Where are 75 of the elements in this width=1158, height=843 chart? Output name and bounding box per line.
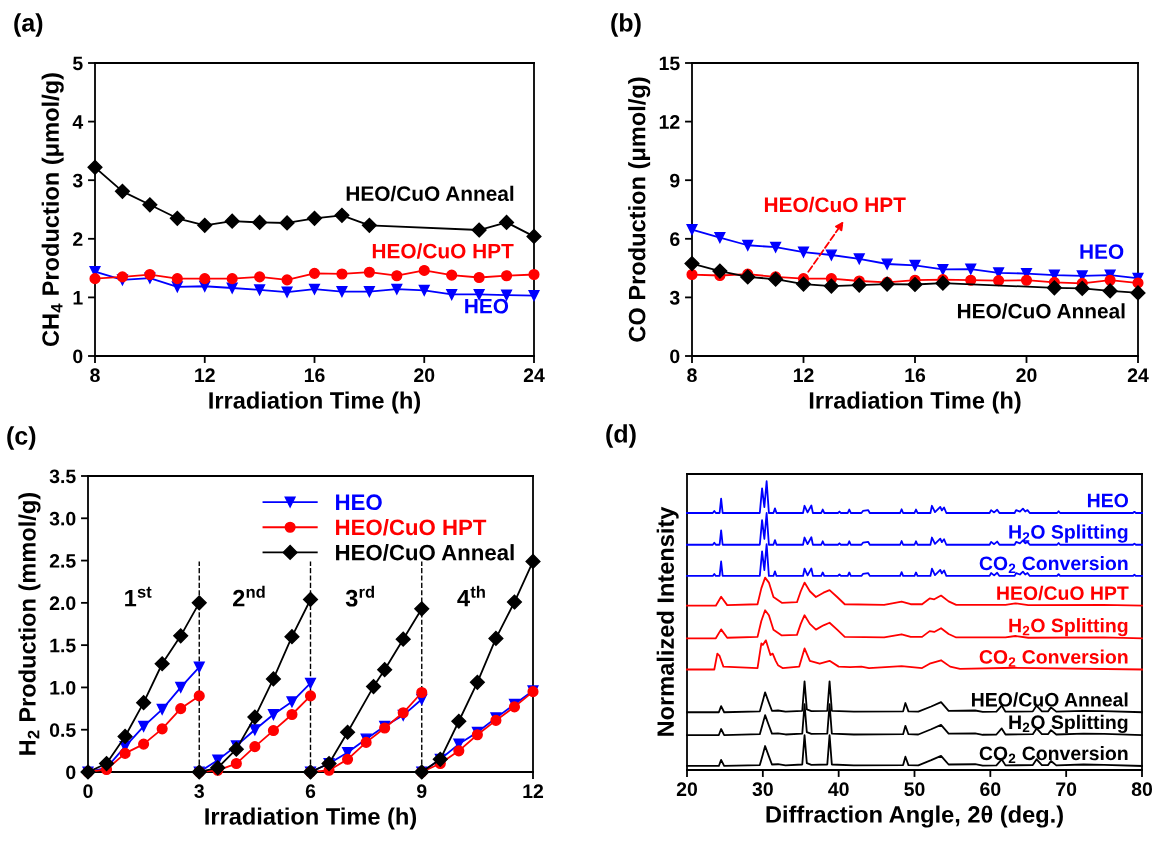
x-tick-label: 80 <box>1131 782 1153 797</box>
x-tick-label: 0 <box>83 784 93 799</box>
series-label: H$_{2}$O Splitting <box>1009 618 1128 637</box>
y-tick-label: 6 <box>670 232 680 247</box>
annotation: 1$^{st}$ <box>125 586 152 607</box>
text: HEO/CuO HPT <box>764 196 906 213</box>
y-tick-label: 2.0 <box>49 596 76 611</box>
y-axis-title: H$_{2}$ Production (mmol/g) <box>18 493 41 755</box>
annotation: 3$^{rd}$ <box>345 585 374 607</box>
y-axis-title: CH$_{4}$ Production (μmol/g) <box>41 73 64 347</box>
x-tick-label: 30 <box>752 782 773 797</box>
x-tick-label: 12 <box>523 784 544 798</box>
series-label: H$_{2}$O Splitting <box>1009 714 1128 734</box>
x-tick-label: 24 <box>1127 368 1149 382</box>
x-tick-label: 50 <box>904 782 925 797</box>
x-tick-label: 60 <box>980 782 1001 797</box>
x-tick-label: 70 <box>1056 782 1077 797</box>
series-label: HEO/CuO Anneal <box>957 303 1125 319</box>
series-label: HEO/CuO HPT <box>997 585 1129 601</box>
series-label: CO$_{2}$ Conversion <box>979 555 1128 574</box>
y-tick-label: 15 <box>659 56 680 71</box>
legend-label: HEO <box>336 494 382 511</box>
y-tick-label: 0.5 <box>49 723 76 737</box>
y-tick-label: 1.5 <box>50 638 76 653</box>
x-tick-label: 16 <box>304 368 325 383</box>
y-axis-title: Normalized Intensity <box>656 506 679 736</box>
x-tick-label: 20 <box>1016 368 1037 383</box>
legend-label: HEO/CuO HPT <box>336 518 487 536</box>
y-tick-label: 3.5 <box>49 469 76 484</box>
y-tick-label: 0 <box>670 349 680 364</box>
x-tick-label: 12 <box>195 368 215 382</box>
x-tick-label: 6 <box>305 784 316 799</box>
legend-label: HEO/CuO Anneal <box>336 544 514 561</box>
chart-title: (a) <box>14 13 43 37</box>
x-tick-label: 12 <box>793 368 814 382</box>
chart-title: (b) <box>611 13 641 37</box>
annotation: 2$^{nd}$ <box>233 585 265 607</box>
series-label: HEO <box>1087 493 1128 508</box>
y-tick-label: 0 <box>66 765 76 780</box>
y-tick-label: 2 <box>73 232 83 246</box>
y-tick-label: 4 <box>72 115 84 129</box>
y-tick-label: 2.5 <box>49 554 76 568</box>
x-axis-title: Irradiation Time (h) <box>209 391 421 414</box>
x-axis-title: Diffraction Angle, 2θ (deg.) <box>766 805 1063 828</box>
series-label: CO$_{2}$ Conversion <box>979 649 1128 667</box>
x-axis-title: Irradiation Time (h) <box>809 391 1021 414</box>
y-tick-label: 12 <box>659 115 680 129</box>
y-tick-label: 1 <box>73 291 83 305</box>
chart-title: (d) <box>606 424 636 448</box>
y-tick-label: 1.0 <box>50 680 76 695</box>
series-label: HEO/CuO HPT <box>372 243 514 259</box>
series-label: HEO <box>465 298 509 314</box>
x-tick-label: 24 <box>523 368 545 382</box>
x-tick-label: 3 <box>194 784 204 799</box>
y-tick-label: 0 <box>73 349 83 364</box>
y-tick-label: 3 <box>669 290 680 305</box>
x-tick-label: 40 <box>828 782 849 797</box>
x-tick-label: 20 <box>676 782 698 797</box>
y-tick-label: 3 <box>72 173 83 188</box>
y-tick-label: 3.0 <box>49 511 76 526</box>
x-tick-label: 8 <box>90 368 100 383</box>
y-axis-title: CO Production (μmol/g) <box>628 77 651 342</box>
chart-title: (c) <box>7 426 36 450</box>
x-axis-title: Irradiation Time (h) <box>205 807 417 830</box>
x-tick-label: 8 <box>687 368 697 383</box>
y-tick-label: 5 <box>72 56 83 71</box>
x-tick-label: 20 <box>414 368 435 383</box>
series-label: CO$_{2}$ Conversion <box>979 745 1128 764</box>
series-label: HEO/CuO Anneal <box>972 692 1128 707</box>
annotation: 4$^{th}$ <box>457 585 485 607</box>
series-label: HEO/CuO Anneal <box>346 185 514 202</box>
x-tick-label: 9 <box>417 784 427 799</box>
y-tick-label: 9 <box>670 173 680 188</box>
series-label: HEO <box>1080 244 1124 260</box>
x-tick-label: 16 <box>905 368 926 383</box>
